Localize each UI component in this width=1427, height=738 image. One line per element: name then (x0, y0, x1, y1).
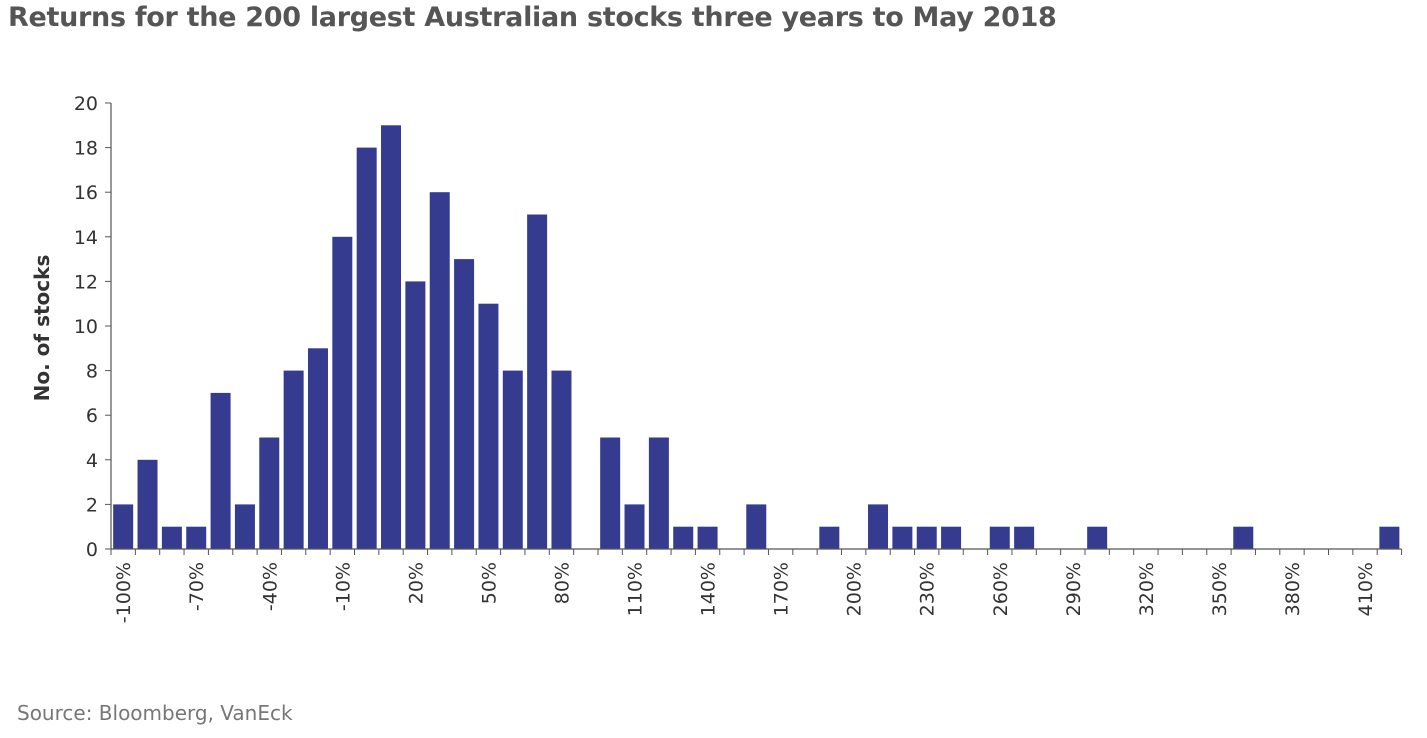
chart-title: Returns for the 200 largest Australian s… (8, 2, 1057, 33)
x-tick-label: -100% (113, 562, 135, 623)
bar (405, 281, 426, 549)
bar (941, 526, 962, 549)
y-tick-label: 14 (74, 227, 98, 249)
y-tick-label: 2 (86, 494, 98, 516)
bar (819, 526, 840, 549)
bar (356, 147, 377, 549)
y-tick-label: 16 (74, 182, 98, 204)
x-tick-label: 260% (990, 562, 1012, 616)
bar (502, 370, 523, 549)
bar (381, 125, 402, 550)
bar (307, 348, 328, 549)
bar (332, 236, 353, 550)
x-tick-label: 50% (478, 562, 500, 604)
source-note: Source: Bloomberg, VanEck (17, 701, 293, 725)
bar (916, 526, 937, 549)
bar (429, 192, 450, 549)
bar (1087, 526, 1108, 549)
y-tick-label: 12 (74, 271, 98, 293)
bar (746, 504, 767, 549)
bar (210, 392, 231, 549)
y-tick-label: 8 (86, 361, 98, 383)
bar (527, 214, 548, 549)
y-tick-label: 6 (86, 405, 98, 427)
bar (673, 526, 694, 549)
x-tick-label: -40% (259, 562, 281, 611)
x-tick-label: 140% (698, 562, 720, 616)
bar (454, 259, 475, 549)
bar (551, 370, 572, 549)
bar (186, 526, 207, 549)
x-tick-label: 110% (625, 562, 647, 616)
bar (989, 526, 1010, 549)
bar (697, 526, 718, 549)
bar (283, 370, 304, 549)
y-axis-label: No. of stocks (30, 255, 54, 402)
bar (137, 459, 158, 549)
y-tick-label: 18 (74, 138, 98, 160)
bar (648, 437, 669, 549)
y-tick-label: 10 (74, 316, 98, 338)
bar (1233, 526, 1254, 549)
bars (113, 125, 1400, 550)
x-tick-label: 410% (1355, 562, 1377, 616)
x-tick-label: 380% (1282, 562, 1304, 616)
x-tick-label: 320% (1136, 562, 1158, 616)
bar (624, 504, 645, 549)
bar (478, 303, 499, 549)
bar (892, 526, 913, 549)
x-tick-label: -10% (332, 562, 354, 611)
x-tick-label: 80% (551, 562, 573, 604)
x-tick-label: 170% (771, 562, 793, 616)
x-tick-label: 350% (1209, 562, 1231, 616)
axes (110, 103, 1402, 550)
bar (600, 437, 621, 549)
bar (868, 504, 889, 549)
y-tick-label: 4 (86, 450, 98, 472)
x-tick-label: 200% (844, 562, 866, 616)
y-tick-label: 20 (74, 93, 98, 115)
bar (259, 437, 280, 549)
bar (234, 504, 255, 549)
x-tick-label: -70% (186, 562, 208, 611)
x-tick-label: 20% (405, 562, 427, 604)
bar (113, 504, 134, 549)
bar (161, 526, 182, 549)
y-axis-ticks (105, 102, 1403, 555)
x-tick-label: 230% (917, 562, 939, 616)
bar (1014, 526, 1035, 549)
y-tick-label: 0 (86, 539, 98, 561)
x-tick-label: 290% (1063, 562, 1085, 616)
tick-labels: 0 2 4 6 8 10 12 14 16 18 20 -100% -70% -40% -10% 20% 50%… (74, 93, 1377, 623)
bar (1379, 526, 1400, 549)
